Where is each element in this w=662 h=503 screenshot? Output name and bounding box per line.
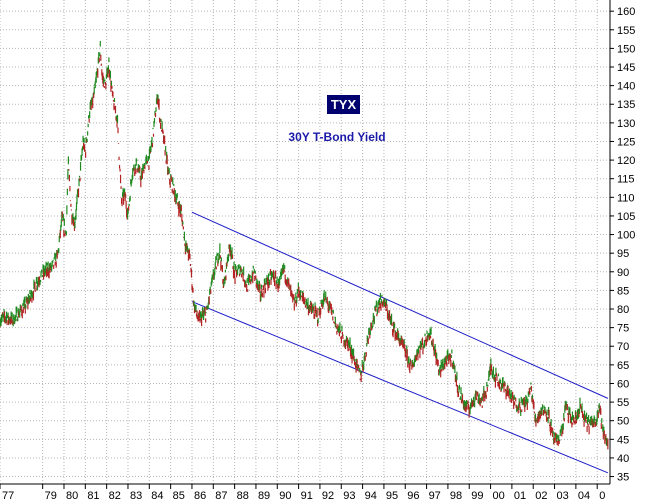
x-tick-label: 94	[365, 490, 377, 502]
x-axis-ticks: 77 79 80 81 82 83 84 85 86 87 88 89 90 91 92 93 94 95 96 97…	[0, 484, 605, 502]
x-tick-label: 95	[386, 490, 398, 502]
y-tick-label: 110	[617, 192, 635, 204]
y-tick-label: 45	[617, 434, 629, 446]
x-tick-label: 84	[151, 490, 163, 502]
x-tick-label: 92	[322, 490, 334, 502]
x-tick-label: 97	[429, 490, 441, 502]
x-tick-label: 02	[535, 490, 547, 502]
y-tick-label: 155	[617, 25, 635, 37]
y-tick-label: 125	[617, 136, 635, 148]
x-tick-label: 89	[258, 490, 270, 502]
y-tick-label: 120	[617, 155, 635, 167]
x-tick-label: 83	[130, 490, 142, 502]
y-tick-label: 70	[617, 341, 629, 353]
channel-upper-line	[191, 211, 609, 399]
x-tick-label: 91	[301, 490, 313, 502]
chart-title-group: TYX 30Y T-Bond Yield	[288, 95, 386, 144]
x-tick-label: 01	[514, 490, 526, 502]
channel-lower-line	[191, 301, 609, 474]
y-tick-label: 90	[617, 267, 629, 279]
x-tick-label: 82	[109, 490, 121, 502]
y-tick-label: 95	[617, 248, 629, 260]
y-tick-label: 105	[617, 211, 635, 223]
y-tick-label: 135	[617, 99, 635, 111]
y-tick-label: 100	[617, 230, 635, 242]
y-tick-label: 160	[617, 6, 635, 18]
x-tick-label: 0	[599, 490, 605, 502]
y-axis-ticks: 35 40 45 50 55 60 65 70 75 80 85 90 95 100 105 110 115 12…	[610, 6, 635, 484]
y-tick-label: 140	[617, 81, 635, 93]
x-tick-label: 85	[173, 490, 185, 502]
chart-title: TYX	[331, 97, 357, 112]
y-tick-label: 80	[617, 304, 629, 316]
y-tick-label: 40	[617, 453, 629, 465]
y-tick-label: 35	[617, 472, 629, 484]
y-tick-label: 145	[617, 62, 635, 74]
y-tick-label: 85	[617, 285, 629, 297]
x-tick-label: 93	[343, 490, 355, 502]
y-tick-label: 115	[617, 174, 635, 186]
chart-subtitle: 30Y T-Bond Yield	[288, 130, 385, 144]
y-tick-label: 130	[617, 118, 635, 130]
x-tick-label: 00	[493, 490, 505, 502]
y-tick-label: 60	[617, 378, 629, 390]
x-tick-label: 04	[578, 490, 590, 502]
x-tick-label: 98	[450, 490, 462, 502]
y-tick-label: 55	[617, 397, 629, 409]
x-tick-label: 96	[407, 490, 419, 502]
x-tick-label: 87	[215, 490, 227, 502]
x-tick-label: 88	[237, 490, 249, 502]
y-tick-label: 50	[617, 416, 629, 428]
axes	[0, 0, 611, 485]
y-tick-label: 65	[617, 360, 629, 372]
price-series	[0, 41, 609, 450]
x-tick-label: 90	[279, 490, 291, 502]
x-tick-label: 77	[2, 490, 14, 502]
x-tick-label: 80	[66, 490, 78, 502]
x-tick-label: 99	[471, 490, 483, 502]
x-tick-label: 03	[557, 490, 569, 502]
x-tick-label: 79	[45, 490, 57, 502]
trend-channel	[191, 211, 609, 474]
x-tick-label: 86	[194, 490, 206, 502]
y-tick-label: 150	[617, 43, 635, 55]
title-box	[327, 95, 360, 114]
x-tick-label: 81	[87, 490, 99, 502]
y-tick-label: 75	[617, 323, 629, 335]
